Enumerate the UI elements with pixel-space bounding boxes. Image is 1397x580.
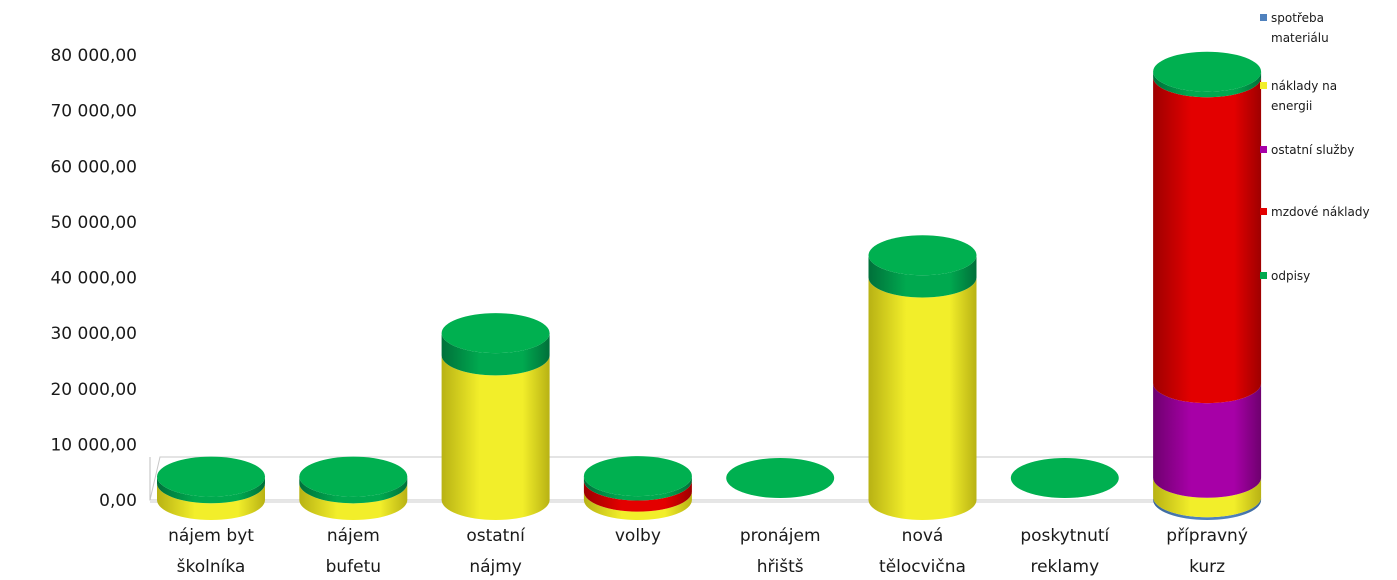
x-tick-label: školníka (177, 557, 246, 577)
bar-cap (1153, 51, 1262, 92)
legend-swatch (1260, 272, 1267, 279)
bar-segment (157, 476, 265, 504)
x-tick-label: nájmy (469, 557, 522, 577)
legend-swatch (1260, 14, 1267, 21)
bar-cap (441, 313, 550, 354)
y-tick-label: 0,00 (99, 491, 137, 511)
x-tick-label: přípravný (1166, 526, 1248, 546)
y-tick-label: 30 000,00 (50, 324, 137, 344)
bar-stack (299, 456, 408, 520)
x-tick-label: nová (902, 526, 944, 546)
x-tick-label: nájem (327, 526, 380, 546)
bar-stack (583, 456, 692, 520)
x-tick-label: hřištš (757, 557, 804, 577)
bar-stack (441, 313, 550, 520)
bar-stack (726, 458, 835, 498)
x-tick-label: pronájem (740, 526, 821, 546)
y-tick-label: 20 000,00 (50, 380, 137, 400)
legend-label: ostatní služby (1271, 143, 1354, 157)
x-tick-label: reklamy (1030, 557, 1099, 577)
y-tick-label: 40 000,00 (50, 269, 137, 289)
bar-segment (441, 333, 550, 376)
legend-label: materiálu (1271, 31, 1329, 45)
bar-segment (583, 476, 692, 501)
x-tick-label: bufetu (326, 557, 381, 577)
bar-segment (157, 483, 265, 520)
legend-item: ostatní služby (1260, 143, 1354, 157)
legend-item: odpisy (1260, 269, 1310, 283)
y-tick-label: 60 000,00 (50, 157, 137, 177)
x-tick-label: kurz (1189, 557, 1225, 577)
bar-segment (1153, 383, 1262, 498)
y-tick-label: 70 000,00 (50, 102, 137, 122)
x-tick-label: poskytnutí (1020, 526, 1110, 546)
bar-segment (299, 476, 408, 504)
legend-item: spotřeba materiálu (1260, 11, 1329, 45)
bar-segment (583, 491, 692, 520)
bar-cap (299, 456, 408, 497)
y-tick-label: 80 000,00 (50, 46, 137, 66)
y-tick-label: 10 000,00 (50, 435, 137, 455)
legend-item: náklady na energii (1260, 79, 1337, 113)
bar-cap (868, 235, 977, 276)
bars (157, 51, 1262, 520)
legend-label: mzdové náklady (1271, 205, 1370, 219)
x-tick-label: ostatní (466, 526, 526, 546)
y-tick-label: 50 000,00 (50, 213, 137, 233)
bar-cap (1010, 458, 1119, 498)
bar-segment (868, 277, 977, 520)
bar-stack (868, 235, 977, 520)
legend: spotřeba materiálu náklady na energii ostatn… (1260, 11, 1370, 283)
x-tick-label: tělocvična (879, 557, 966, 577)
legend-item: mzdové náklady (1260, 205, 1370, 219)
bar-cap (583, 456, 692, 497)
bar-segment (299, 483, 408, 520)
legend-swatch (1260, 146, 1267, 153)
legend-label: spotřeba (1271, 11, 1324, 25)
x-tick-label: volby (615, 526, 661, 546)
legend-label: odpisy (1271, 269, 1310, 283)
bar-cap (157, 456, 265, 497)
y-axis: 0,00 10 000,00 20 000,00 30 000,00 40 000,00… (50, 46, 151, 511)
legend-swatch (1260, 82, 1267, 89)
bar-stack (1153, 51, 1262, 520)
x-axis: nájem byt školníka nájem bufetu ostatní nájmy… (168, 526, 1248, 577)
bar-segment (1153, 71, 1262, 98)
x-tick-label: nájem byt (168, 526, 254, 546)
bar-cap (726, 458, 835, 498)
bar-segment (868, 255, 977, 298)
legend-label: energii (1271, 99, 1312, 113)
bar-stack (1010, 458, 1119, 498)
legend-swatch (1260, 208, 1267, 215)
bar-segment (441, 355, 550, 520)
legend-label: náklady na (1271, 79, 1337, 93)
bar-segment (1153, 77, 1262, 404)
bar-segment (1153, 477, 1262, 518)
bar-segment (583, 480, 692, 512)
bar-stack (157, 456, 265, 520)
